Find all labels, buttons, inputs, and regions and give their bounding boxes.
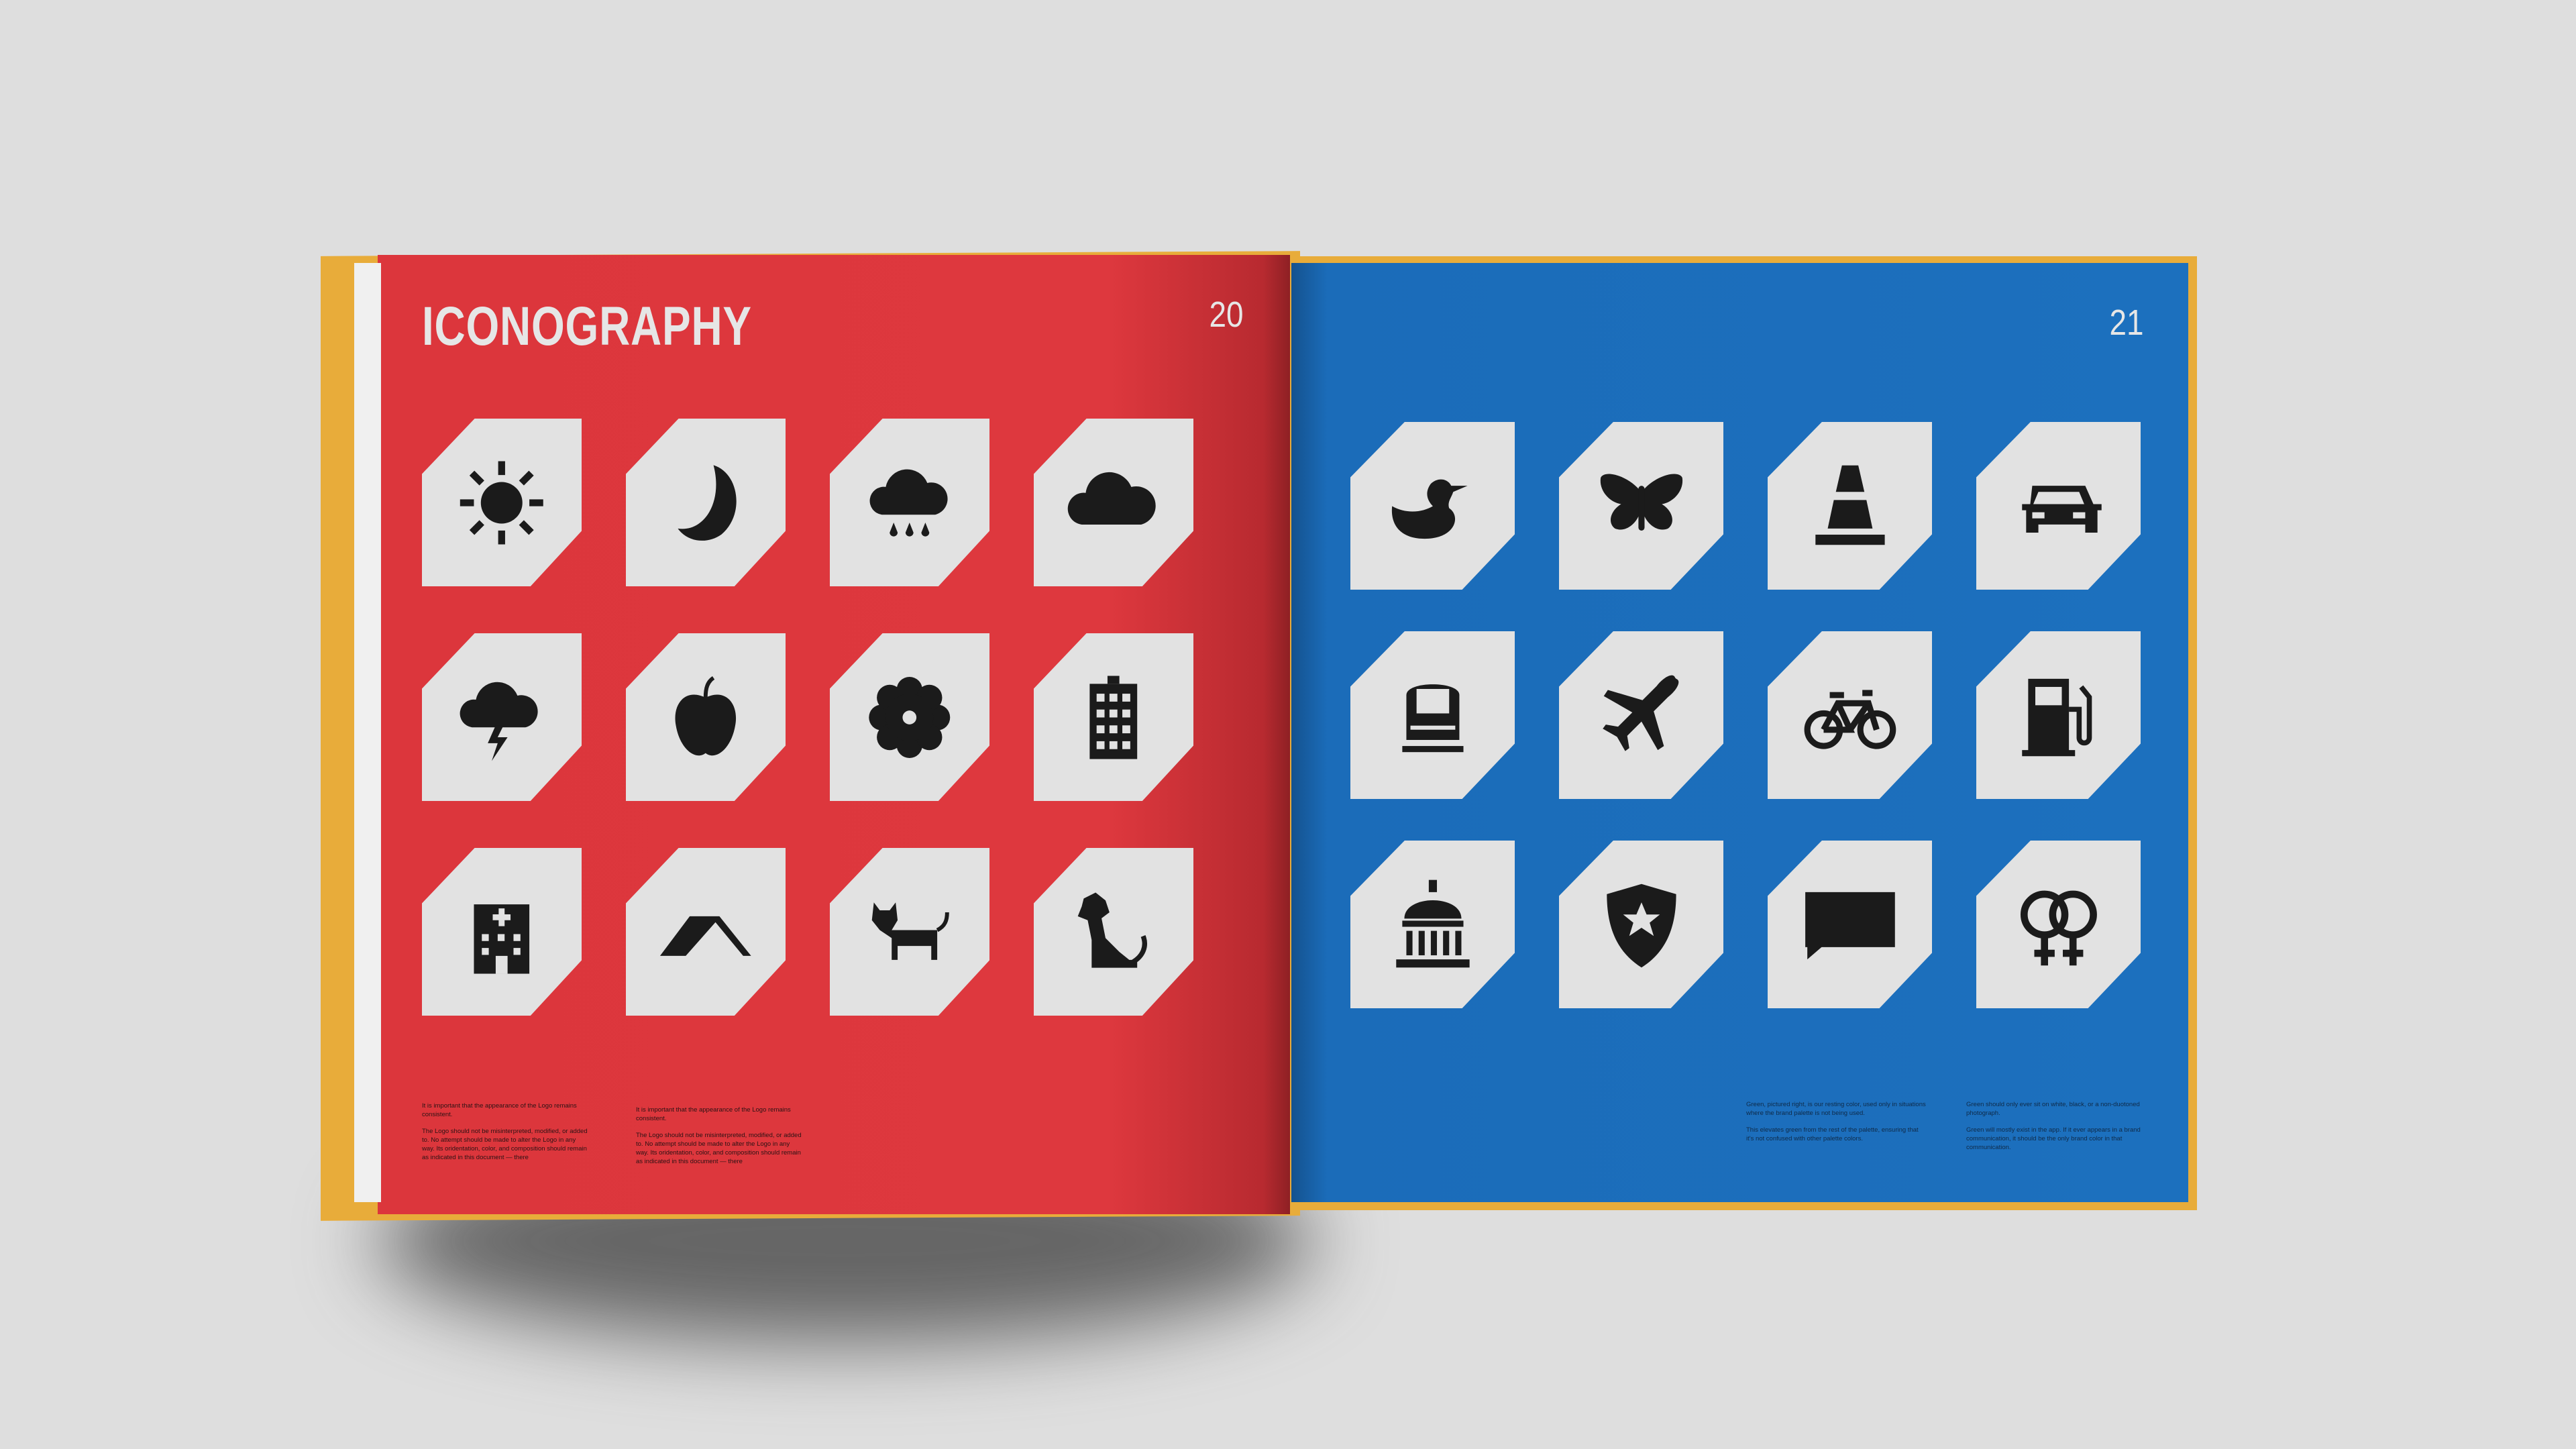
- left-page: ICONOGRAPHY 20 It is important that the …: [378, 255, 1290, 1214]
- airplane-icon: [1602, 675, 1678, 751]
- icon-tile: [1350, 841, 1515, 1008]
- paragraph: Green will mostly exist in the app. If i…: [1966, 1126, 2141, 1151]
- icon-tile: [626, 419, 786, 586]
- page-edge: [354, 263, 381, 1202]
- page-number: 21: [2109, 303, 2144, 343]
- icon-tile: [1768, 841, 1932, 1008]
- text-column: It is important that the appearance of t…: [422, 1102, 590, 1170]
- tent-icon: [660, 916, 751, 956]
- icon-tile: [626, 633, 786, 801]
- cat-icon: [871, 902, 950, 960]
- icon-tile: [1034, 419, 1193, 586]
- icon-tile: [830, 848, 989, 1016]
- icon-tile: [422, 633, 582, 801]
- icon-tile: [1768, 422, 1932, 590]
- paragraph: The Logo should not be misinterpreted, m…: [636, 1132, 802, 1165]
- bicycle-icon: [1804, 690, 1896, 749]
- paragraph: The Logo should not be misinterpreted, m…: [422, 1128, 588, 1161]
- page-title: ICONOGRAPHY: [422, 296, 752, 357]
- paragraph: It is important that the appearance of t…: [422, 1102, 577, 1118]
- text-column: Green, pictured right, is our resting co…: [1746, 1100, 1927, 1151]
- sun-icon: [460, 461, 543, 544]
- paragraph: Green, pictured right, is our resting co…: [1746, 1101, 1926, 1117]
- icon-tile: [1034, 633, 1193, 801]
- icon-tile: [1350, 422, 1515, 590]
- icon-tile: [1976, 422, 2141, 590]
- icon-tile: [1559, 422, 1723, 590]
- rain-cloud-icon: [869, 469, 948, 537]
- police-shield-icon: [1606, 883, 1676, 967]
- icon-tile: [1976, 841, 2141, 1008]
- building-icon: [1089, 676, 1138, 759]
- icon-tile: [422, 419, 582, 586]
- icon-tile: [1350, 631, 1515, 799]
- icon-tile: [1976, 631, 2141, 799]
- hospital-icon: [474, 904, 530, 973]
- icon-tile: [626, 848, 786, 1016]
- gender-icon: [2020, 890, 2097, 965]
- text-column: Green should only ever sit on white, bla…: [1966, 1100, 2147, 1160]
- icon-tile: [1034, 848, 1193, 1016]
- icon-tile: [1768, 631, 1932, 799]
- icon-grid: [1350, 422, 2141, 1008]
- paragraph: It is important that the appearance of t…: [636, 1106, 791, 1122]
- speech-bubble-icon: [1805, 892, 1895, 959]
- right-page: 21 Green, pictured right, is our resting…: [1291, 263, 2188, 1202]
- icon-tile: [830, 633, 989, 801]
- car-icon: [2021, 485, 2102, 533]
- dog-icon: [1077, 892, 1148, 968]
- apple-icon: [675, 676, 737, 755]
- icon-tile: [422, 848, 582, 1016]
- butterfly-icon: [1600, 474, 1682, 531]
- moon-icon: [678, 464, 737, 541]
- traffic-cone-icon: [1815, 465, 1885, 545]
- paragraph: Green should only ever sit on white, bla…: [1966, 1101, 2140, 1117]
- gas-pump-icon: [2021, 678, 2092, 756]
- page-number: 20: [1209, 294, 1244, 335]
- icon-tile: [1559, 631, 1723, 799]
- icon-grid: [422, 419, 1193, 1016]
- paragraph: This elevates green from the rest of the…: [1746, 1126, 1919, 1142]
- text-column: It is important that the appearance of t…: [636, 1106, 804, 1174]
- storm-cloud-icon: [460, 682, 538, 761]
- icon-tile: [1559, 841, 1723, 1008]
- cloud-icon: [1067, 472, 1156, 525]
- flower-icon: [869, 676, 951, 758]
- icon-tile: [830, 419, 989, 586]
- courthouse-icon: [1395, 879, 1470, 967]
- duck-icon: [1391, 479, 1468, 539]
- train-icon: [1401, 684, 1464, 752]
